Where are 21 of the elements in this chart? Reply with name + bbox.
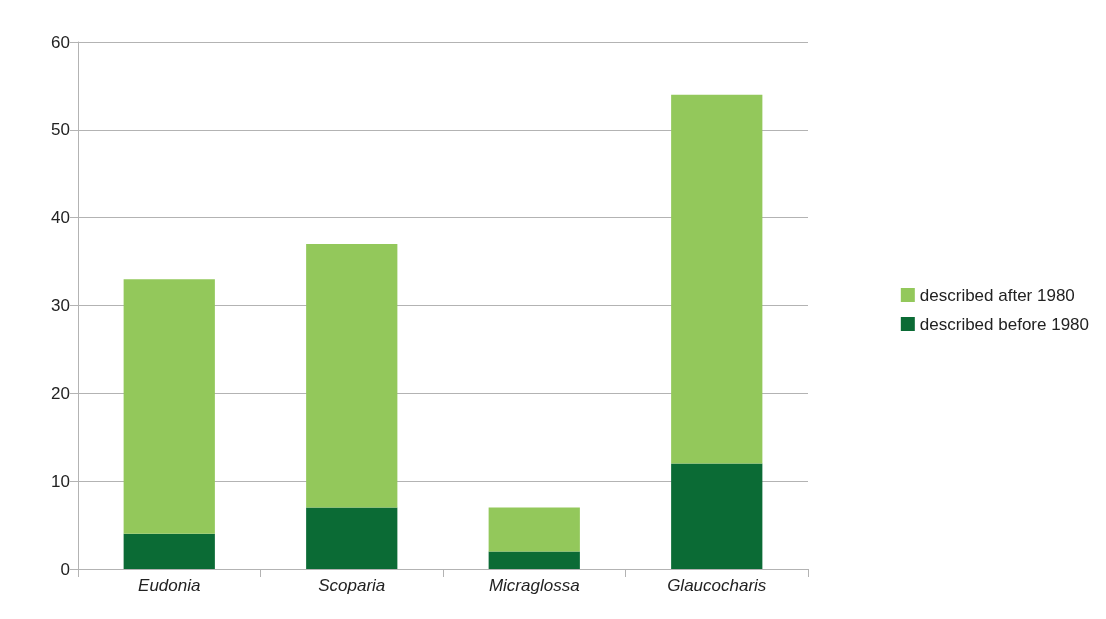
y-tick-label: 30 — [51, 296, 70, 315]
bar — [123, 279, 215, 534]
y-tick-label: 40 — [51, 208, 70, 228]
y-tick-label: 50 — [51, 120, 70, 140]
bar — [671, 463, 763, 569]
bar — [123, 533, 215, 569]
x-tick-label: Micraglossa — [488, 576, 580, 595]
y-tick-label: 60 — [51, 32, 70, 52]
x-tick-label: Eudonia — [138, 576, 201, 595]
bar — [488, 507, 580, 552]
legend-label: described before 1980 — [919, 314, 1090, 334]
bar — [671, 94, 763, 464]
legend-label: described after 1980 — [919, 285, 1075, 305]
y-tick-label: 0 — [60, 559, 70, 579]
x-tick-label: Glaucocharis — [667, 576, 767, 595]
bar — [306, 507, 398, 569]
bar — [488, 551, 580, 569]
y-tick-label: 10 — [51, 471, 70, 491]
y-tick-label: 20 — [51, 383, 70, 403]
bar — [306, 244, 398, 508]
x-tick-label: Scoparia — [318, 576, 386, 595]
